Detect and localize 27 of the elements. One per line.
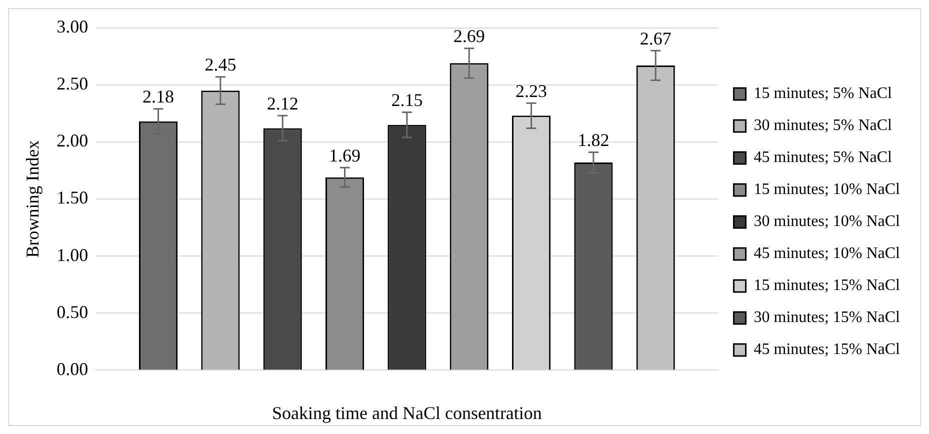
legend-label: 45 minutes; 10% NaCl: [754, 245, 901, 262]
legend-label: 30 minutes; 5% NaCl: [754, 117, 893, 134]
data-label: 2.23: [516, 80, 548, 101]
legend-label: 15 minutes; 10% NaCl: [754, 181, 901, 198]
data-label: 2.69: [453, 26, 485, 46]
legend-label: 45 minutes; 5% NaCl: [754, 149, 893, 166]
y-axis-title: Browning Index: [22, 140, 43, 258]
data-label: 1.69: [329, 145, 361, 166]
y-tick-label: 0.00: [56, 358, 88, 379]
y-tick-label: 2.00: [56, 130, 88, 151]
data-label: 2.15: [391, 90, 423, 110]
data-label: 2.18: [142, 86, 174, 107]
y-tick-label: 2.50: [56, 74, 88, 94]
y-tick-label: 0.50: [56, 302, 88, 322]
data-label: 2.45: [204, 54, 236, 75]
y-tick-label: 1.00: [56, 244, 88, 265]
data-label: 2.12: [266, 93, 298, 114]
x-axis-title: Soaking time and NaCl consentration: [272, 402, 542, 423]
legend-label: 30 minutes; 15% NaCl: [754, 309, 901, 326]
legend-label: 30 minutes; 10% NaCl: [754, 213, 901, 230]
legend-label: 45 minutes; 15% NaCl: [754, 341, 901, 358]
y-tick-label: 1.50: [56, 188, 88, 208]
y-tick-label: 3.00: [56, 16, 88, 37]
data-label: 2.67: [640, 28, 672, 48]
legend-label: 15 minutes; 15% NaCl: [754, 277, 901, 294]
legend-label: 15 minutes; 5% NaCl: [754, 85, 893, 102]
data-label: 1.82: [578, 130, 610, 150]
